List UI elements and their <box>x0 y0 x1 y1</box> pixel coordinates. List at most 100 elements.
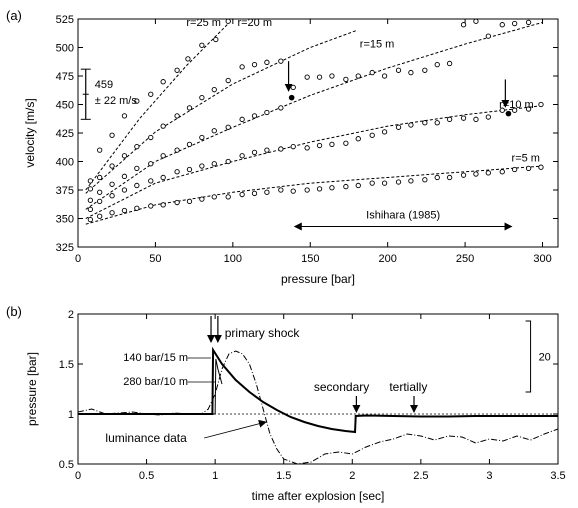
data-point <box>239 191 245 198</box>
data-point <box>239 116 245 122</box>
data-point <box>316 74 323 80</box>
panel-a-fit-lines <box>85 18 543 225</box>
data-point <box>239 153 245 159</box>
data-point <box>199 95 205 101</box>
x-tick-label: 300 <box>533 253 551 265</box>
pressure-140-15-line <box>78 346 558 434</box>
x-tick-label: 2 <box>349 470 355 482</box>
error-bar-range: ± 22 m/s <box>95 95 138 107</box>
label-140-bar: 140 bar/15 m <box>123 352 188 364</box>
data-point <box>97 213 103 219</box>
data-point <box>473 171 479 177</box>
data-point <box>511 107 518 113</box>
luminance-label: luminance data <box>105 431 187 445</box>
data-point <box>186 141 193 148</box>
data-point <box>134 205 140 211</box>
data-point <box>199 196 205 202</box>
data-point <box>148 203 154 209</box>
scale-bracket <box>525 320 532 393</box>
data-point <box>264 147 270 153</box>
data-point <box>97 198 103 205</box>
data-point <box>251 149 258 156</box>
panel-b-label: (b) <box>6 304 22 319</box>
data-point <box>343 183 349 190</box>
panel-b: (b) 0 0.5 1 1.5 2 2.5 3 3.50.511.52 primary sho… <box>6 304 566 503</box>
data-point <box>148 161 154 167</box>
series-label: r=5 m <box>512 153 540 165</box>
data-point <box>422 67 428 73</box>
data-point <box>511 20 518 27</box>
data-point <box>160 202 166 208</box>
data-point <box>185 56 191 62</box>
x-tick-label: 1 <box>212 470 218 482</box>
data-point <box>460 22 467 28</box>
x-tick-label: 3.5 <box>550 470 565 482</box>
data-point <box>211 128 217 134</box>
label-280-bar: 280 bar/10 m <box>123 376 188 388</box>
data-point <box>87 197 94 203</box>
data-point <box>422 177 428 183</box>
panel-a-ticks: 0 50 100 150 200 250 300 325 350 375 400 425 450 475 5… <box>56 14 558 265</box>
data-point <box>499 169 505 175</box>
x-tick-label: 250 <box>456 253 474 265</box>
data-point <box>304 187 310 193</box>
data-point <box>395 67 402 73</box>
x-tick-label: 1.5 <box>276 470 291 482</box>
y-tick-label: 525 <box>56 14 74 26</box>
tertially-label: tertially <box>389 380 427 394</box>
data-point <box>148 91 154 97</box>
pressure-280-10-line <box>208 358 223 415</box>
series-label: r=25 m <box>186 17 221 29</box>
data-point <box>174 169 180 175</box>
data-point <box>278 187 284 193</box>
panel-a-ylabel: velocity [m/s] <box>23 98 37 167</box>
data-point <box>109 181 115 187</box>
data-point <box>381 180 388 186</box>
data-point <box>174 199 180 206</box>
data-point <box>121 187 128 193</box>
x-tick-label: 0 <box>75 253 81 265</box>
data-point <box>422 120 428 126</box>
data-point <box>408 122 414 128</box>
panel-a-label: (a) <box>6 8 22 23</box>
data-point <box>199 42 205 48</box>
series-label: r=10 m <box>499 99 534 111</box>
data-point <box>97 147 103 153</box>
data-point <box>525 19 532 26</box>
y-tick-label: 475 <box>56 71 74 83</box>
range-label: Ishihara (1985) <box>366 209 440 221</box>
data-point <box>109 193 115 199</box>
panel-b-annotations: primary shock 140 bar/15 m 280 bar/10 m sec… <box>105 316 551 445</box>
data-point <box>174 113 180 119</box>
x-tick-label: 0 <box>75 470 81 482</box>
y-tick-label: 500 <box>56 43 74 55</box>
data-point <box>160 123 166 129</box>
data-point <box>355 182 361 189</box>
data-point <box>264 189 270 195</box>
y-tick-label: 450 <box>56 100 74 112</box>
x-tick-label: 100 <box>224 253 242 265</box>
data-point <box>316 186 323 192</box>
data-point <box>381 73 388 79</box>
data-point <box>329 141 335 148</box>
data-point <box>329 185 335 191</box>
panel-b-lines <box>77 346 559 465</box>
data-point <box>97 189 103 195</box>
data-point <box>239 64 245 70</box>
data-point <box>499 107 505 113</box>
data-point <box>174 147 180 153</box>
data-point <box>408 178 414 184</box>
data-point <box>446 60 453 67</box>
luminance-arrow <box>204 419 267 439</box>
data-point <box>264 109 270 116</box>
data-point <box>87 178 94 184</box>
fit-line <box>85 29 357 194</box>
panel-b-ylabel: pressure [bar] <box>25 352 39 426</box>
data-point <box>369 69 375 76</box>
fit-line <box>85 18 234 191</box>
luminance-line <box>77 350 559 465</box>
data-point <box>109 210 115 216</box>
data-point <box>97 174 103 181</box>
data-point <box>343 140 349 146</box>
